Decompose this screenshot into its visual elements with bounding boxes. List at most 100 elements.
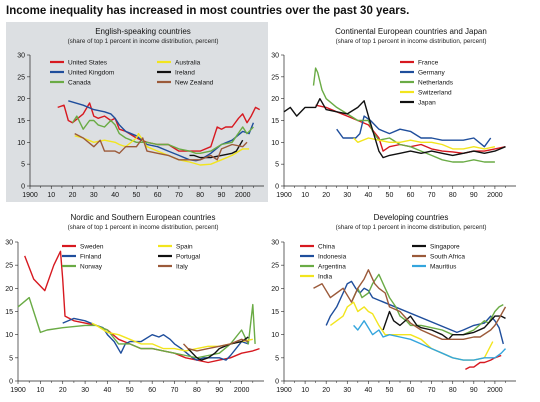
x-tick-label: 60 bbox=[407, 387, 415, 394]
series-line-singapore bbox=[382, 310, 506, 340]
panel-background bbox=[6, 22, 268, 202]
legend-label: New Zealand bbox=[175, 80, 214, 87]
x-tick-label: 20 bbox=[69, 192, 77, 199]
chart-title: Continental European countries and Japan bbox=[335, 27, 487, 36]
legend-label: United States bbox=[68, 60, 108, 67]
legend: France Germany Netherlands Switzerland Japan bbox=[400, 60, 454, 107]
legend-label: France bbox=[418, 60, 439, 67]
series-lines bbox=[57, 100, 261, 166]
legend-label: Spain bbox=[176, 244, 193, 251]
x-tick-label: 1900 bbox=[10, 387, 26, 394]
x-tick-label: 80 bbox=[449, 192, 457, 199]
x-tick-label: 20 bbox=[59, 387, 67, 394]
legend-label: Indonesia bbox=[318, 254, 347, 261]
x-tick-label: 1900 bbox=[276, 192, 292, 199]
y-tick-label: 15 bbox=[271, 118, 279, 125]
legend: United States United Kingdom Canada Austral… bbox=[50, 60, 214, 87]
x-tick-label: 90 bbox=[215, 387, 223, 394]
x-tick-label: 30 bbox=[343, 387, 351, 394]
x-tick-label: 10 bbox=[36, 387, 44, 394]
chart-subtitle: (share of top 1 percent in income distri… bbox=[68, 38, 219, 45]
y-tick-label: 10 bbox=[271, 332, 279, 339]
y-tick-label: 25 bbox=[271, 74, 279, 81]
chart-title: Developing countries bbox=[374, 213, 449, 222]
chart-subtitle: (share of top 1 percent in income distri… bbox=[336, 224, 487, 231]
y-tick-label: 5 bbox=[21, 162, 25, 169]
chart-panel-3: Nordic and Southern European countries (s… bbox=[5, 208, 268, 402]
legend-label: Netherlands bbox=[418, 80, 454, 87]
y-tick-label: 15 bbox=[271, 309, 279, 316]
x-tick-label: 60 bbox=[154, 192, 162, 199]
x-tick-label: 40 bbox=[364, 192, 372, 199]
y-tick-label: 30 bbox=[271, 240, 279, 247]
series-line-norway bbox=[17, 296, 256, 359]
x-tick-label: 2000 bbox=[235, 192, 251, 199]
series-line-united-kingdom bbox=[68, 100, 255, 162]
legend-label: United Kingdom bbox=[68, 70, 114, 77]
chart-panel-2: Continental European countries and Japan… bbox=[271, 22, 536, 202]
series-line-portugal bbox=[187, 336, 249, 361]
x-tick-label: 80 bbox=[449, 387, 457, 394]
y-tick-label: 30 bbox=[5, 240, 13, 247]
legend-label: Portugal bbox=[176, 254, 201, 261]
legend-label: Sweden bbox=[80, 244, 104, 251]
legend-label: Germany bbox=[418, 70, 445, 77]
legend-label: Finland bbox=[80, 254, 102, 261]
series-line-italy bbox=[182, 338, 249, 352]
chart-subtitle: (share of top 1 percent in income distri… bbox=[336, 38, 487, 45]
series-line-japan bbox=[283, 98, 506, 159]
series-line-south-africa bbox=[313, 269, 507, 340]
x-tick-label: 40 bbox=[364, 387, 372, 394]
x-tick-label: 10 bbox=[301, 387, 309, 394]
series-line-switzerland bbox=[353, 137, 496, 150]
x-tick-label: 60 bbox=[148, 387, 156, 394]
y-tick-label: 25 bbox=[271, 263, 279, 270]
x-tick-label: 30 bbox=[81, 387, 89, 394]
series-line-new-zealand bbox=[74, 132, 248, 161]
x-tick-label: 30 bbox=[343, 192, 351, 199]
x-tick-label: 20 bbox=[322, 387, 330, 394]
panel-background bbox=[274, 208, 536, 402]
x-tick-label: 2000 bbox=[487, 192, 503, 199]
x-tick-label: 50 bbox=[386, 192, 394, 199]
legend-label: Switzerland bbox=[418, 90, 452, 97]
y-tick-label: 25 bbox=[5, 263, 13, 270]
series-lines bbox=[283, 67, 506, 163]
y-tick-label: 5 bbox=[275, 355, 279, 362]
y-tick-label: 25 bbox=[17, 74, 25, 81]
legend-label: Ireland bbox=[175, 70, 195, 77]
x-tick-label: 1900 bbox=[276, 387, 292, 394]
y-tick-label: 20 bbox=[271, 286, 279, 293]
series-line-netherlands bbox=[312, 67, 495, 163]
legend-label: Argentina bbox=[318, 264, 346, 271]
chart-panel-4: Developing countries (share of top 1 perc… bbox=[271, 208, 536, 402]
x-tick-label: 80 bbox=[196, 192, 204, 199]
legend-label: South Africa bbox=[430, 254, 465, 261]
y-tick-label: 5 bbox=[9, 355, 13, 362]
legend-label: Italy bbox=[176, 264, 189, 271]
x-tick-label: 80 bbox=[193, 387, 201, 394]
x-tick-label: 2000 bbox=[234, 387, 250, 394]
chart-subtitle: (share of top 1 percent in income distri… bbox=[68, 224, 219, 231]
y-tick-label: 10 bbox=[271, 140, 279, 147]
x-tick-label: 2000 bbox=[487, 387, 503, 394]
x-tick-label: 40 bbox=[104, 387, 112, 394]
chart-panel-1: English-speaking countries (share of top … bbox=[6, 22, 268, 202]
series-line-indonesia bbox=[325, 280, 504, 345]
y-tick-label: 15 bbox=[17, 118, 25, 125]
panel-background bbox=[6, 208, 268, 402]
series-line-australia bbox=[74, 132, 250, 166]
legend-label: Mauritius bbox=[430, 264, 457, 271]
series-lines bbox=[17, 250, 260, 364]
y-tick-label: 20 bbox=[271, 96, 279, 103]
y-tick-label: 20 bbox=[5, 286, 13, 293]
x-tick-label: 90 bbox=[470, 387, 478, 394]
series-line-germany bbox=[336, 115, 492, 148]
y-tick-label: 30 bbox=[17, 53, 25, 60]
panel-background bbox=[274, 22, 536, 202]
legend-label: Australia bbox=[175, 60, 201, 67]
x-tick-label: 70 bbox=[175, 192, 183, 199]
legend-label: China bbox=[318, 244, 335, 251]
x-tick-label: 50 bbox=[132, 192, 140, 199]
